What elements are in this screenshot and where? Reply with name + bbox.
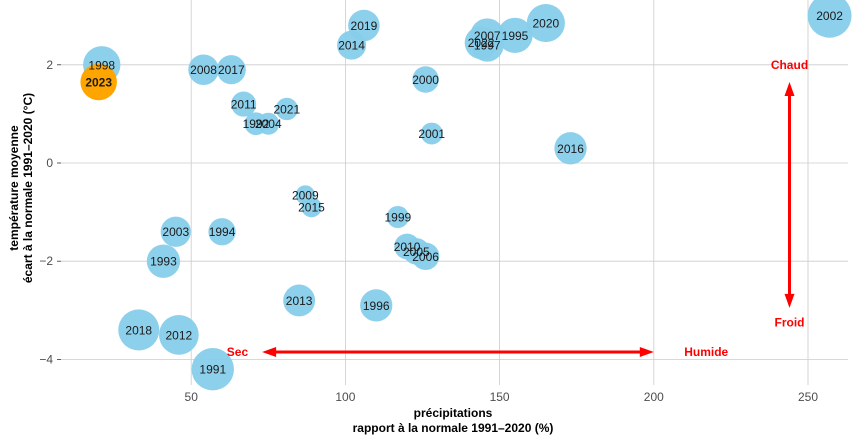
point-label-1991: 1991: [199, 363, 226, 377]
point-label-2002: 2002: [816, 9, 843, 23]
point-label-2005: 2005: [403, 245, 430, 259]
point-2018: [118, 309, 160, 351]
point-label-1997: 1997: [474, 39, 501, 53]
arrow-head-right: [639, 347, 654, 358]
point-1993: [146, 244, 181, 278]
arrow-head-left: [262, 347, 277, 358]
point-label-2016: 2016: [557, 142, 584, 156]
y-axis-title-line-2: écart à la normale 1991–2020 (°C): [21, 93, 35, 283]
point-2016: [554, 132, 587, 165]
data-point-labels: 1991 1993 1994 1995 1996 1997 1998 1999 2000 2001…: [85, 9, 843, 377]
y-axis-title-line-1: température moyenne: [7, 125, 21, 251]
point-label-2021: 2021: [273, 102, 300, 116]
point-1995: [497, 17, 533, 53]
point-label-2018: 2018: [125, 323, 152, 337]
point-label-2011: 2011: [231, 98, 257, 112]
point-2010: [394, 233, 420, 260]
point-1991: [191, 348, 234, 391]
point-label-2020: 2020: [533, 17, 560, 31]
y-tick-label: −2: [39, 254, 53, 268]
hot-annotation: Chaud: [771, 58, 808, 72]
point-label-1993: 1993: [150, 255, 177, 269]
point-2019: [348, 9, 380, 42]
wet-annotation: Humide: [684, 345, 728, 359]
point-label-2023: 2023: [85, 75, 112, 89]
point-label-1996: 1996: [363, 299, 390, 313]
y-tick-label: 0: [46, 156, 53, 170]
data-points: [80, 0, 852, 391]
point-2013: [283, 284, 316, 317]
point-label-1998: 1998: [88, 58, 115, 72]
point-1996: [360, 289, 393, 322]
point-label-2001: 2001: [418, 127, 445, 141]
point-label-2013: 2013: [286, 294, 313, 308]
arrow-head-top: [784, 81, 795, 96]
point-2015: [301, 197, 322, 218]
point-label-2008: 2008: [190, 63, 217, 77]
temperature-arrow: Chaud Froid: [771, 58, 808, 330]
point-label-1995: 1995: [502, 29, 529, 43]
point-2022: [464, 26, 498, 60]
point-2020: [526, 4, 565, 43]
y-axis-ticks: −4 −2 0 2: [39, 58, 61, 366]
point-label-2022: 2022: [468, 36, 495, 50]
arrow-head-bottom: [784, 293, 795, 308]
point-label-2010: 2010: [394, 240, 421, 254]
point-label-1994: 1994: [209, 225, 236, 239]
point-2003: [160, 216, 191, 247]
point-2012: [159, 314, 199, 355]
y-tick-label: 2: [46, 58, 53, 72]
x-tick-label: 250: [798, 390, 818, 404]
point-label-2000: 2000: [412, 73, 439, 87]
point-label-2004: 2004: [255, 117, 282, 131]
precipitation-arrow: Sec Humide: [227, 345, 729, 359]
point-label-2006: 2006: [412, 250, 439, 264]
point-label-1999: 1999: [384, 211, 411, 225]
x-axis-title-line-1: précipitations: [414, 406, 493, 420]
x-tick-label: 150: [490, 390, 510, 404]
point-label-2015: 2015: [298, 201, 325, 215]
point-label-2012: 2012: [166, 328, 193, 342]
point-2021: [275, 97, 298, 121]
x-tick-label: 200: [644, 390, 664, 404]
point-2008: [188, 54, 219, 85]
point-label-2003: 2003: [162, 225, 189, 239]
dry-annotation: Sec: [227, 345, 249, 359]
y-tick-label: −4: [39, 352, 53, 366]
gridlines: [61, 0, 848, 385]
point-2011: [231, 91, 257, 117]
cold-annotation: Froid: [774, 316, 804, 330]
point-label-2009: 2009: [292, 188, 319, 202]
point-1994: [208, 218, 236, 246]
point-label-2007: 2007: [474, 29, 501, 43]
point-label-2019: 2019: [351, 19, 378, 33]
point-2002: [807, 0, 852, 38]
point-1992: [244, 112, 268, 136]
x-axis-title-line-2: rapport à la normale 1991–2020 (%): [353, 421, 554, 435]
point-2001: [420, 122, 443, 145]
point-label-2017: 2017: [218, 63, 245, 77]
x-tick-label: 100: [335, 390, 355, 404]
point-label-2014: 2014: [338, 39, 365, 53]
highlighted-point-2023: [80, 63, 117, 101]
point-2000: [412, 66, 439, 93]
point-2017: [216, 55, 246, 85]
x-axis-ticks: 50 100 150 200 250: [185, 390, 819, 404]
point-1999: [386, 205, 409, 229]
point-label-1992: 1992: [243, 117, 270, 131]
x-tick-label: 50: [185, 390, 199, 404]
